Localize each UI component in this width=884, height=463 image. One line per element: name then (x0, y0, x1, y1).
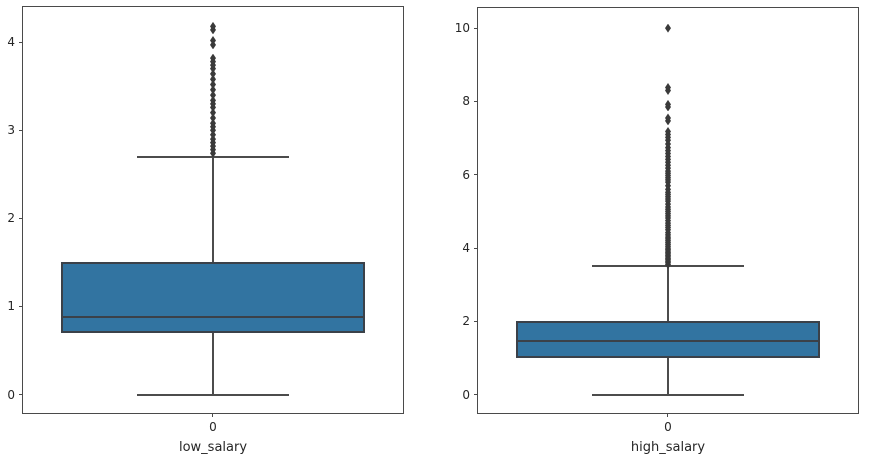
y-tick-label: 4 (7, 35, 15, 50)
y-tick-label: 1 (7, 299, 15, 314)
box (516, 321, 820, 358)
y-tick-mark (19, 305, 23, 307)
whisker-cap-low (592, 393, 744, 396)
y-tick-mark (474, 174, 478, 176)
y-tick-mark (19, 41, 23, 43)
y-tick-mark (474, 394, 478, 396)
axes-low-salary: 0 low_salary 0 1 2 3 4 (7, 6, 404, 455)
median-line (61, 316, 365, 318)
y-tick-label: 0 (462, 387, 470, 402)
y-tick-mark (19, 129, 23, 131)
outlier-point (210, 95, 216, 105)
x-tick-mark (667, 413, 668, 417)
y-tick-label: 2 (7, 211, 15, 226)
y-tick-mark (474, 247, 478, 249)
outlier-point (665, 127, 671, 137)
outlier-point (210, 74, 216, 84)
outlier-point (210, 21, 216, 31)
outlier-point (210, 90, 216, 100)
outlier-point (210, 108, 216, 118)
outlier-point (210, 118, 216, 128)
y-tick-label: 6 (462, 167, 470, 182)
outlier-point (665, 99, 671, 109)
y-tick-mark (474, 320, 478, 322)
outlier-point (210, 35, 216, 45)
y-tick-label: 10 (454, 21, 470, 36)
y-tick-label: 3 (7, 123, 15, 138)
y-tick-mark (474, 100, 478, 102)
y-tick-mark (474, 27, 478, 29)
outlier-point (210, 69, 216, 79)
y-tick-label: 2 (462, 314, 470, 329)
x-tick-label: 0 (664, 420, 672, 434)
x-axis-label: low_salary (178, 440, 248, 455)
x-axis-label: high_salary (630, 440, 706, 455)
outlier-point (665, 83, 671, 93)
x-tick-mark (212, 413, 213, 417)
median-line (516, 339, 820, 342)
y-tick-label: 4 (462, 241, 470, 256)
y-tick-label: 8 (462, 94, 470, 109)
outlier-point (665, 23, 671, 33)
x-tick-label: 0 (209, 420, 217, 434)
y-tick-mark (19, 217, 23, 219)
box (61, 262, 365, 333)
outlier-point (210, 80, 216, 89)
y-tick-mark (19, 394, 23, 395)
outlier-point (210, 53, 216, 63)
whisker-cap-low (137, 393, 289, 396)
y-tick-label: 0 (7, 387, 15, 402)
outlier-point (210, 85, 216, 95)
axes-high-salary: 0 high_salary 0 2 4 6 8 10 (455, 7, 859, 455)
outlier-point (665, 113, 671, 123)
outlier-point (210, 113, 216, 123)
